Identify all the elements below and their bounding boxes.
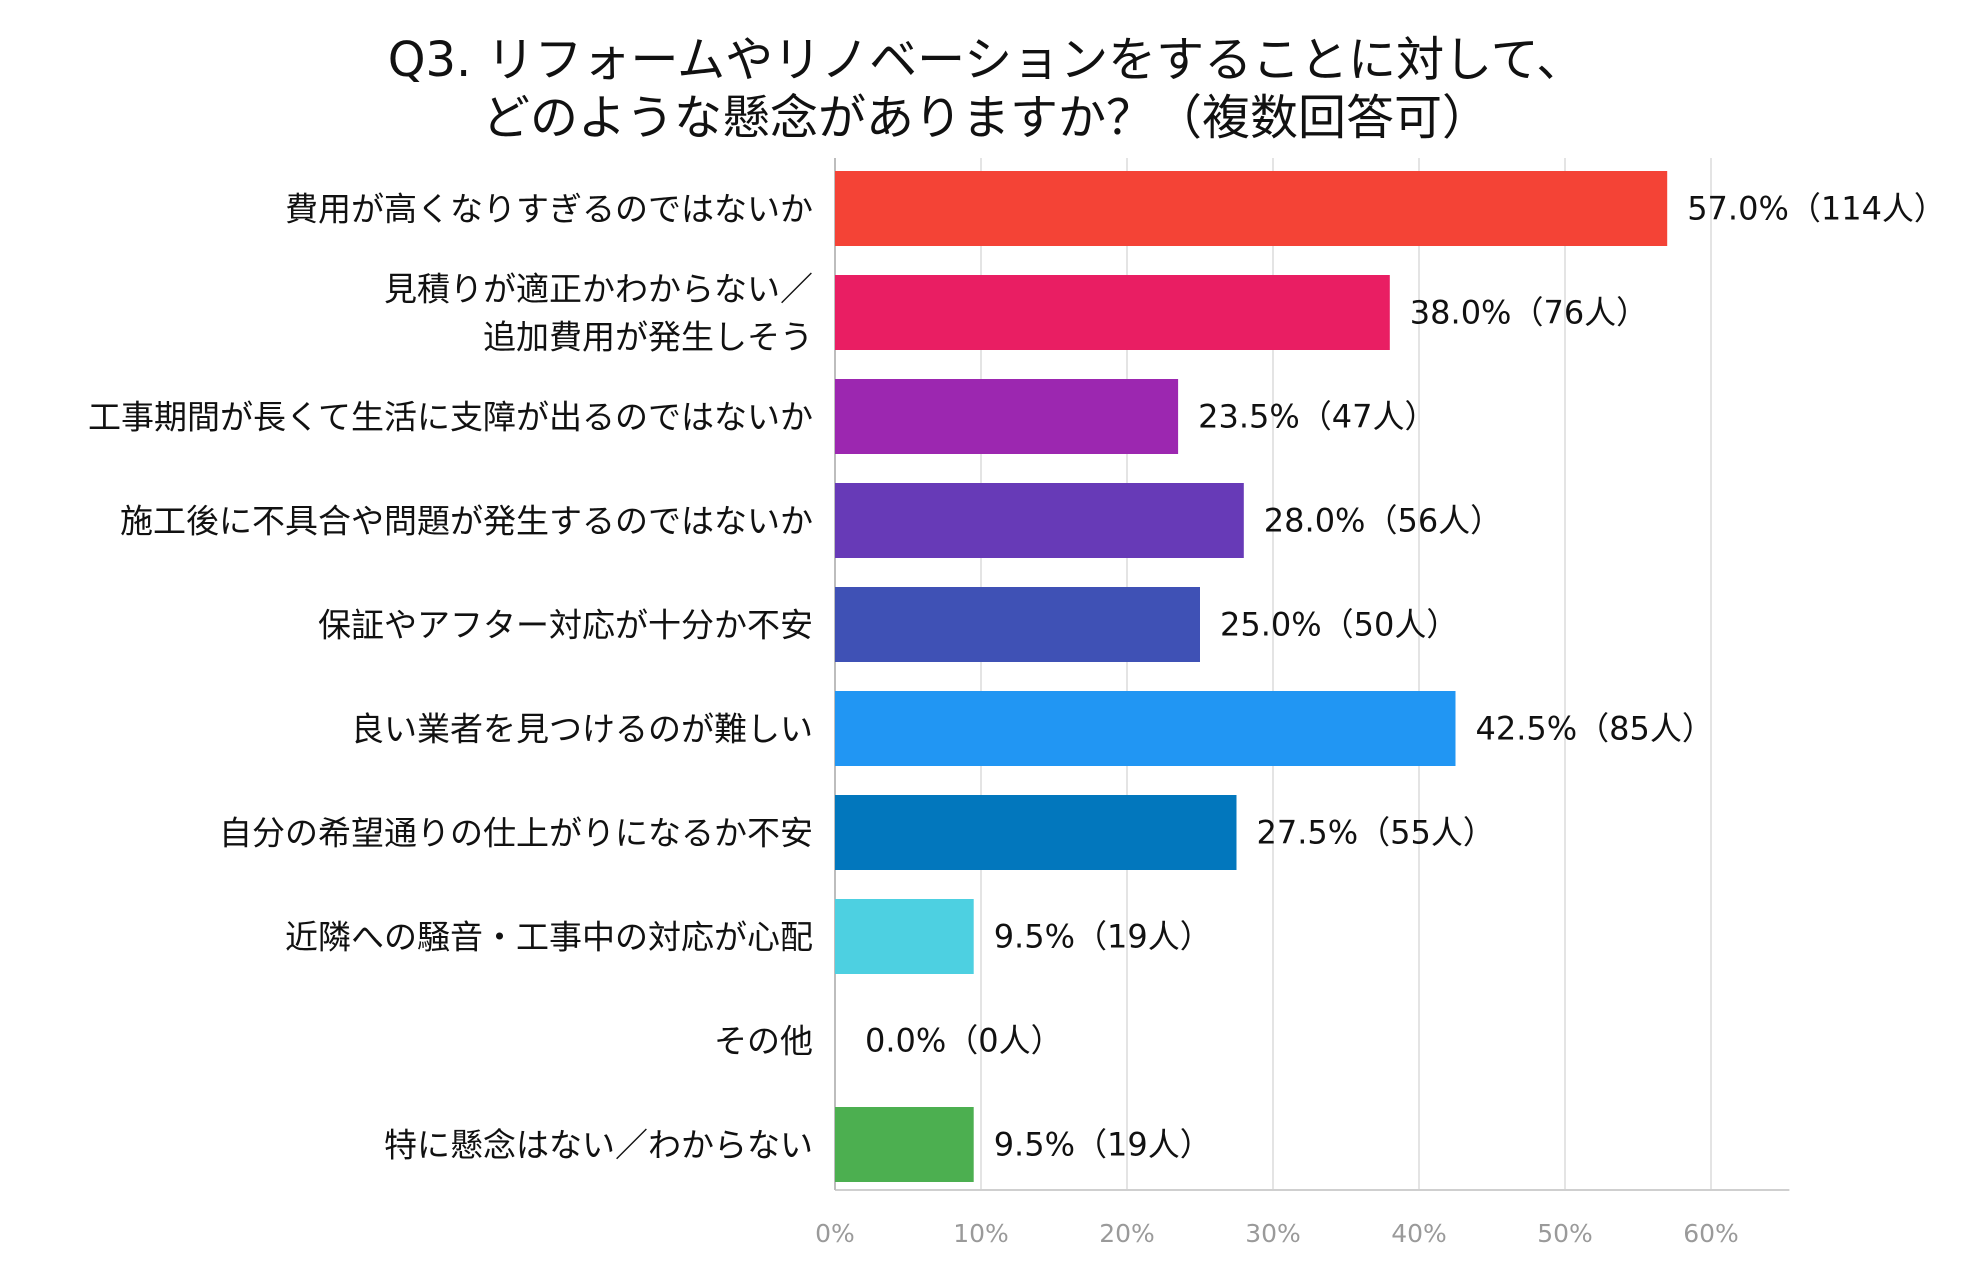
x-tick-label: 40%	[1391, 1219, 1447, 1248]
category-label: 施工後に不具合や問題が発生するのではないか	[120, 502, 813, 541]
chart-title-line-1: Q3. リフォームやリノベーションをすることに対して、	[387, 32, 1585, 88]
bar	[835, 587, 1200, 662]
bar	[835, 275, 1390, 350]
bar	[835, 379, 1179, 454]
category-label: 特に懸念はない／わからない	[384, 1126, 813, 1165]
value-label: 9.5%（19人）	[994, 1126, 1212, 1164]
x-tick-label: 10%	[953, 1219, 1009, 1248]
category-label: 費用が高くなりすぎるのではないか	[285, 190, 813, 229]
category-label: 良い業者を見つけるのが難しい	[351, 710, 813, 749]
value-label: 27.5%（55人）	[1257, 814, 1495, 852]
category-label: その他	[714, 1022, 813, 1061]
value-label: 42.5%（85人）	[1476, 710, 1714, 748]
x-tick-label: 60%	[1683, 1219, 1739, 1248]
value-label: 28.0%（56人）	[1264, 502, 1502, 540]
bar	[835, 795, 1237, 870]
x-tick-label: 30%	[1245, 1219, 1301, 1248]
bar	[835, 1107, 974, 1182]
category-label: 追加費用が発生しそう	[483, 318, 813, 357]
value-label: 9.5%（19人）	[994, 918, 1212, 956]
category-label: 自分の希望通りの仕上がりになるか不安	[219, 814, 813, 853]
category-label: 保証やアフター対応が十分か不安	[318, 606, 813, 645]
x-tick-label: 0%	[815, 1219, 855, 1248]
x-tick-label: 20%	[1099, 1219, 1155, 1248]
bar	[835, 899, 974, 974]
chart-title-line-2: どのような懸念がありますか？（複数回答可）	[481, 90, 1490, 146]
bar	[835, 171, 1668, 246]
value-label: 25.0%（50人）	[1220, 606, 1458, 644]
category-label: 工事期間が長くて生活に支障が出るのではないか	[88, 398, 813, 437]
value-label: 0.0%（0人）	[865, 1022, 1063, 1060]
category-label: 見積りが適正かわからない／	[384, 270, 813, 309]
value-label: 23.5%（47人）	[1198, 398, 1436, 436]
bar	[835, 691, 1456, 766]
bar	[835, 483, 1244, 558]
category-label: 近隣への騒音・工事中の対応が心配	[285, 918, 813, 957]
x-tick-label: 50%	[1537, 1219, 1593, 1248]
value-label: 57.0%（114人）	[1687, 190, 1946, 228]
value-label: 38.0%（76人）	[1410, 294, 1648, 332]
